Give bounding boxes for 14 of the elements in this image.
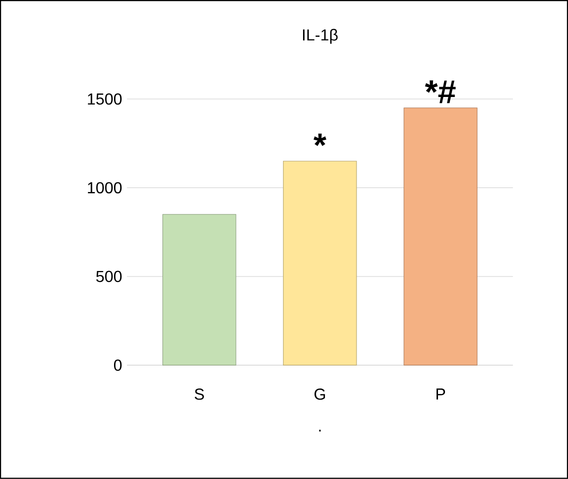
text: . bbox=[319, 430, 321, 432]
x-tick-label: P bbox=[436, 388, 446, 400]
y-tick-label: 500 bbox=[96, 270, 122, 282]
y-tick-label: 1000 bbox=[88, 182, 122, 194]
x-tick-label: S bbox=[194, 388, 204, 400]
annotation: *# bbox=[424, 80, 456, 104]
y-tick-label: 1500 bbox=[88, 93, 122, 105]
annotation: * bbox=[314, 134, 326, 146]
bar bbox=[283, 160, 357, 366]
x-tick-label: G bbox=[314, 388, 325, 400]
y-tick-label: 0 bbox=[114, 360, 122, 371]
bar bbox=[404, 108, 478, 366]
chart-title: IL-1β bbox=[303, 28, 338, 44]
bar bbox=[162, 214, 236, 366]
